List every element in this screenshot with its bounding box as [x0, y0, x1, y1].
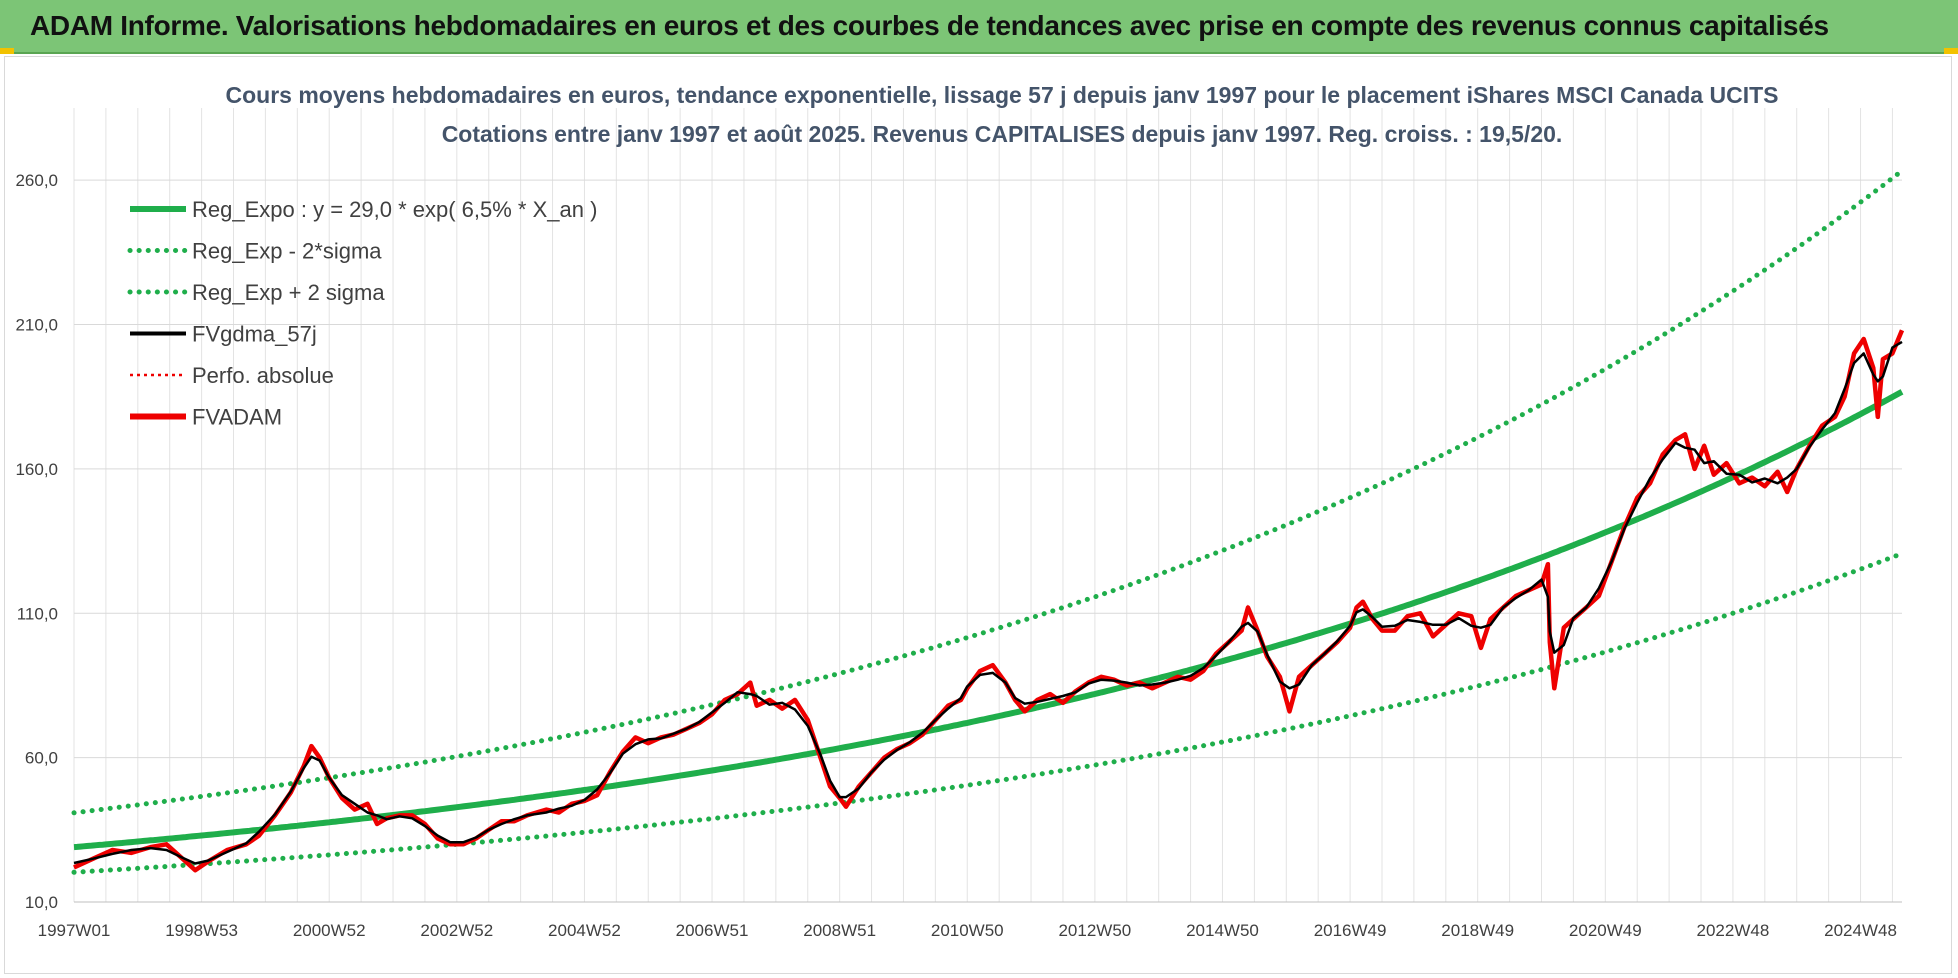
- chart-title-line-1: Cours moyens hebdomadaires en euros, ten…: [225, 82, 1778, 108]
- series-reg-exp-plus-2-sigma: [71, 168, 1905, 816]
- x-tick-label: 1998W53: [165, 921, 238, 940]
- x-tick-label: 2020W49: [1569, 921, 1642, 940]
- x-tick-label: 2014W50: [1186, 921, 1259, 940]
- legend-label: Reg_Exp - 2*sigma: [192, 239, 382, 264]
- y-tick-labels: 10,0 60,0 110,0 160,0 210,0 260,0: [15, 171, 58, 912]
- series-reg-expo: [73, 389, 1904, 851]
- report-banner: ADAM Informe. Valorisations hebdomadaire…: [0, 0, 1958, 54]
- legend-label: FVADAM: [192, 405, 282, 430]
- chart-legend: Reg_Expo : y = 29,0 * exp( 6,5% * X_an )…: [127, 197, 597, 430]
- x-tick-label: 2006W51: [676, 921, 749, 940]
- x-tick-label: 2022W48: [1697, 921, 1770, 940]
- x-tick-label: 2018W49: [1441, 921, 1514, 940]
- x-tick-labels: 1997W01 1998W53 2000W52 2002W52 2004W52 2006W…: [38, 921, 1897, 940]
- x-tick-label: 2000W52: [293, 921, 366, 940]
- y-tick-label: 110,0: [17, 604, 58, 623]
- series-layer: [71, 168, 1905, 875]
- series-fvadam: [73, 329, 1905, 873]
- series-perfo-absolue: [73, 329, 1903, 872]
- legend-label: Reg_Expo : y = 29,0 * exp( 6,5% * X_an ): [192, 197, 597, 222]
- grid-lines: [73, 108, 1902, 903]
- y-tick-label: 10,0: [25, 893, 58, 912]
- corner-marker-left: [0, 48, 14, 54]
- chart-title-line-2: Cotations entre janv 1997 et août 2025. …: [442, 121, 1563, 147]
- x-tick-label: 1997W01: [38, 921, 111, 940]
- y-tick-label: 60,0: [25, 749, 58, 768]
- x-tick-label: 2008W51: [803, 921, 876, 940]
- chart-frame: [4, 56, 1952, 974]
- x-tick-label: 2002W52: [420, 921, 493, 940]
- y-tick-label: 210,0: [15, 316, 58, 335]
- legend-label: FVgdma_57j: [192, 322, 317, 347]
- report-title: ADAM Informe. Valorisations hebdomadaire…: [30, 10, 1829, 41]
- x-tick-label: 2024W48: [1824, 921, 1897, 940]
- x-tick-label: 2010W50: [931, 921, 1004, 940]
- legend-label: Perfo. absolue: [192, 363, 334, 388]
- y-tick-label: 260,0: [15, 171, 58, 190]
- series-fvgdma-57j: [73, 340, 1903, 865]
- x-tick-label: 2016W49: [1314, 921, 1387, 940]
- series-reg-exp-minus-2-sigma: [71, 551, 1905, 875]
- y-tick-label: 160,0: [15, 460, 58, 479]
- x-tick-label: 2012W50: [1058, 921, 1131, 940]
- x-tick-label: 2004W52: [548, 921, 621, 940]
- corner-marker-right: [1944, 48, 1958, 54]
- legend-label: Reg_Exp + 2 sigma: [192, 280, 385, 305]
